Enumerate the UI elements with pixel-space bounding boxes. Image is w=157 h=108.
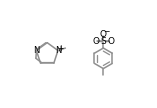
Text: O: O: [92, 37, 100, 46]
Text: N: N: [55, 46, 61, 55]
Text: −: −: [103, 27, 109, 37]
Text: O: O: [107, 37, 114, 46]
Text: S: S: [100, 37, 106, 46]
Text: N: N: [33, 46, 40, 55]
Text: +: +: [57, 44, 64, 53]
Text: O: O: [100, 30, 107, 39]
